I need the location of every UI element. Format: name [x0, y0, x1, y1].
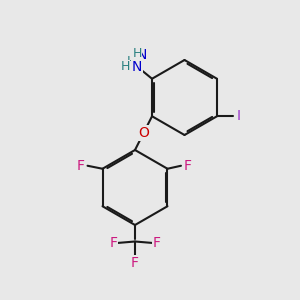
Text: F: F — [184, 159, 192, 173]
Text: O: O — [138, 126, 149, 140]
Text: F: F — [153, 236, 160, 250]
Text: N: N — [132, 60, 142, 74]
Text: I: I — [237, 109, 241, 123]
Text: H: H — [120, 60, 130, 73]
Text: F: F — [131, 256, 139, 270]
Text: H: H — [126, 55, 136, 68]
Text: F: F — [110, 236, 117, 250]
Text: N: N — [137, 48, 147, 62]
Text: H: H — [132, 47, 142, 60]
Text: F: F — [77, 159, 85, 173]
